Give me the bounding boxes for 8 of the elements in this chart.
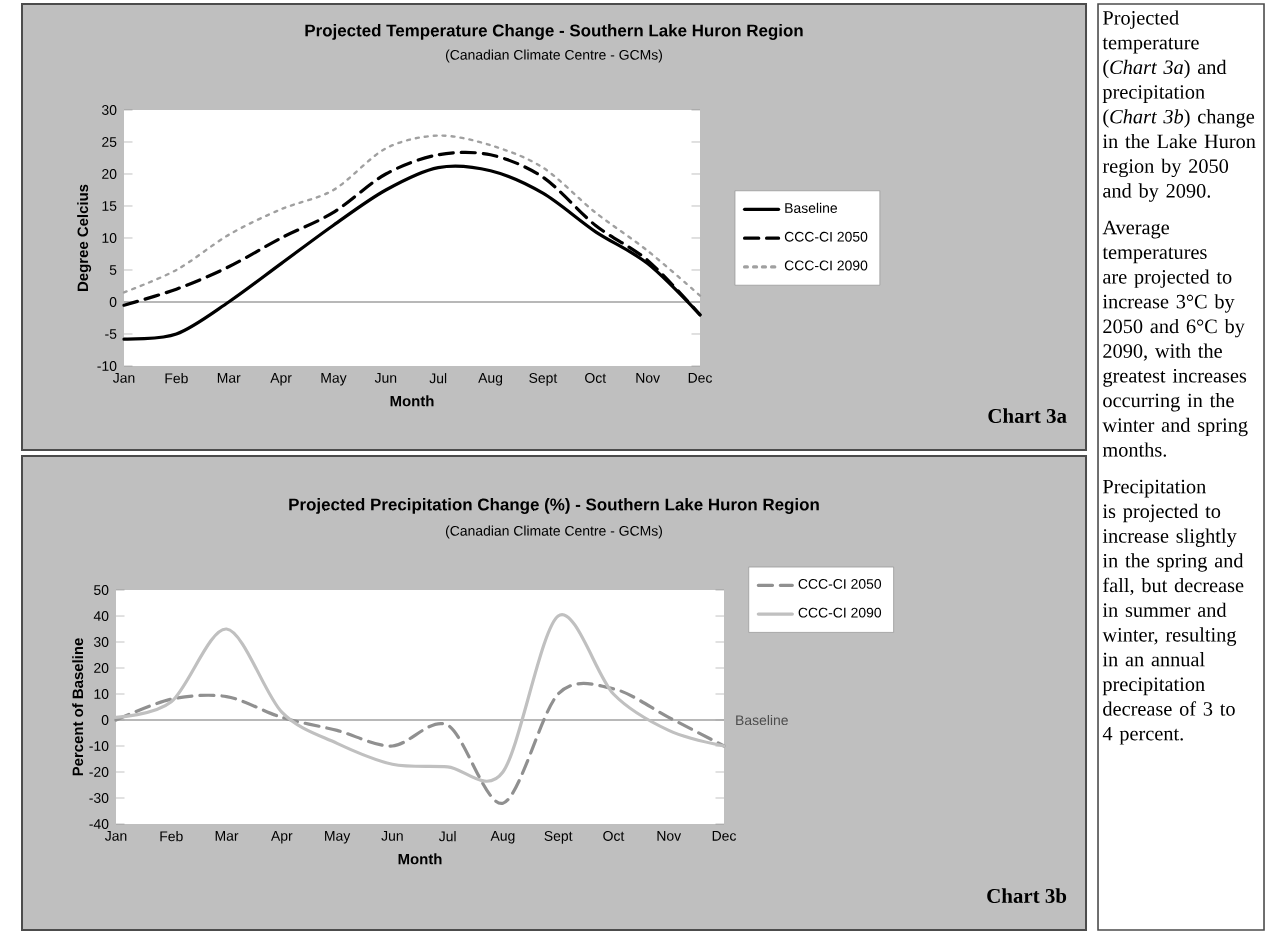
text: Precipitation is projected to increase slightly in the spring and fall, but decrease in summer and winter, resulting in an annual precipitation decrease of 3 to 4 percent. (1102, 479, 1244, 745)
text: Average temperatures are projected to increase 3°C by 2050 and 6°C by 2090, with the greatest increases occurring in the winter and spring months. (1102, 220, 1248, 457)
caption: Chart 3b (987, 888, 1067, 903)
text: Projected temperature (Chart 3a) and precipitation (Chart 3b) change in the Lake Huron region by 2050 and by 2090. (1102, 10, 1256, 202)
caption: Chart 3a (988, 408, 1067, 423)
chart-title: Projected Precipitation Change (%) - Southern Lake Huron Region (289, 498, 819, 514)
chart-title: Projected Temperature Change - Southern Lake Huron Region (305, 24, 803, 40)
line-series (122, 134, 702, 297)
